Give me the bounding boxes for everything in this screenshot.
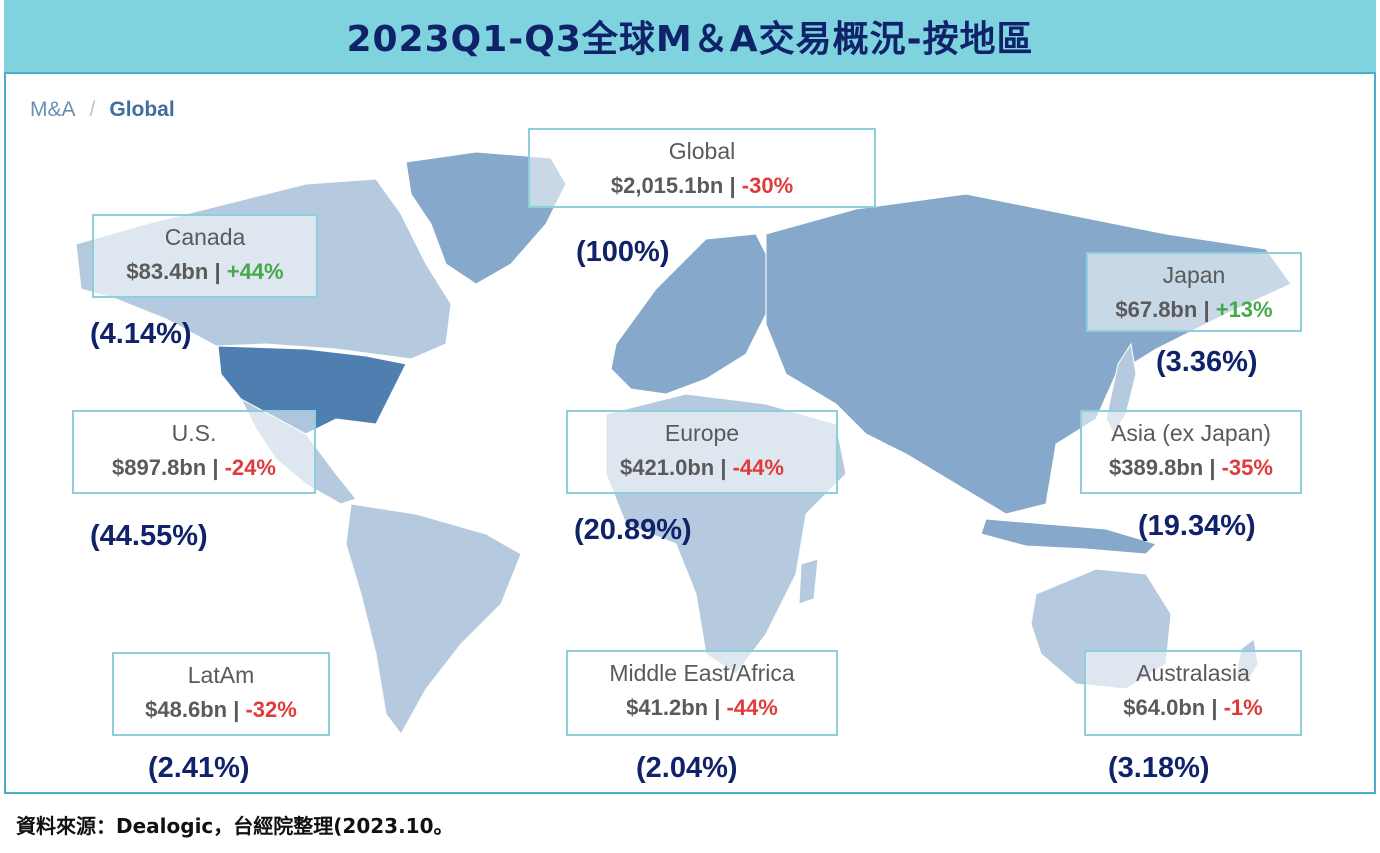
region-name: Global: [668, 138, 736, 164]
region-change: -24%: [224, 455, 276, 480]
callout-middle-east-africa[interactable]: Middle East/Africa $41.2bn | -44%: [566, 650, 838, 736]
share-canada: (4.14%): [90, 318, 192, 350]
callout-global[interactable]: Global $2,015.1bn | -30%: [528, 128, 876, 208]
region-value: $41.2bn: [626, 695, 709, 720]
share-us: (44.55%): [90, 520, 208, 552]
value-separator: |: [212, 455, 219, 480]
share-asia: (19.34%): [1138, 510, 1256, 542]
region-value: $83.4bn: [126, 259, 209, 284]
share-middle-east-africa: (2.04%): [636, 752, 738, 784]
region-name: Australasia: [1136, 660, 1250, 686]
breadcrumb-separator: /: [89, 98, 96, 121]
share-global: (100%): [576, 236, 670, 268]
region-value: $67.8bn: [1115, 297, 1198, 322]
region-change: +13%: [1215, 297, 1273, 322]
region-value: $897.8bn: [112, 455, 207, 480]
share-europe: (20.89%): [574, 514, 692, 546]
region-name: LatAm: [187, 662, 255, 688]
region-change: -30%: [741, 173, 794, 198]
region-change: -1%: [1223, 695, 1263, 720]
value-separator: |: [1209, 455, 1216, 480]
landmass-madagascar: [798, 558, 819, 605]
value-separator: |: [214, 259, 221, 284]
breadcrumb-current: Global: [109, 98, 175, 121]
region-name: Asia (ex Japan): [1111, 420, 1271, 446]
source-note: 資料來源：Dealogic，台經院整理(2023.10。: [16, 814, 454, 838]
region-value: $2,015.1bn: [610, 173, 724, 198]
region-name: U.S.: [171, 420, 217, 446]
callout-us[interactable]: U.S. $897.8bn | -24%: [72, 410, 316, 494]
region-value: $48.6bn: [145, 697, 228, 722]
landmass-europe: [610, 233, 777, 395]
share-australasia: (3.18%): [1108, 752, 1210, 784]
region-change: -44%: [732, 455, 784, 480]
value-separator: |: [233, 697, 240, 722]
breadcrumb-root[interactable]: M&A: [30, 98, 76, 121]
value-separator: |: [714, 695, 721, 720]
title-bar: 2023Q1-Q3全球M＆A交易概況-按地區: [4, 0, 1376, 72]
region-value: $389.8bn: [1109, 455, 1204, 480]
region-value: $421.0bn: [620, 455, 715, 480]
region-name: Japan: [1162, 262, 1226, 288]
value-separator: |: [1211, 695, 1218, 720]
region-change: +44%: [226, 259, 284, 284]
landmass-south-america: [345, 503, 522, 735]
value-separator: |: [720, 455, 727, 480]
share-japan: (3.36%): [1156, 346, 1258, 378]
region-change: -35%: [1221, 455, 1273, 480]
callout-japan[interactable]: Japan $67.8bn | +13%: [1086, 252, 1302, 332]
region-change: -44%: [726, 695, 778, 720]
page-title: 2023Q1-Q3全球M＆A交易概況-按地區: [346, 19, 1034, 60]
value-separator: |: [729, 173, 736, 198]
region-name: Europe: [664, 420, 740, 446]
landmass-indonesia: [980, 518, 1157, 555]
region-change: -32%: [245, 697, 297, 722]
map-panel: M&A / Global Global $2,015.1bn | -30% (100: [4, 72, 1376, 794]
callout-canada[interactable]: Canada $83.4bn | +44%: [92, 214, 318, 298]
region-name: Middle East/Africa: [609, 660, 795, 686]
callout-australasia[interactable]: Australasia $64.0bn | -1%: [1084, 650, 1302, 736]
breadcrumb: M&A / Global: [30, 98, 175, 122]
value-separator: |: [1203, 297, 1210, 322]
region-value: $64.0bn: [1123, 695, 1206, 720]
region-name: Canada: [164, 224, 246, 250]
callout-asia[interactable]: Asia (ex Japan) $389.8bn | -35%: [1080, 410, 1302, 494]
callout-latam[interactable]: LatAm $48.6bn | -32%: [112, 652, 330, 736]
landmass-greenland: [405, 151, 567, 285]
callout-europe[interactable]: Europe $421.0bn | -44%: [566, 410, 838, 494]
share-latam: (2.41%): [148, 752, 250, 784]
